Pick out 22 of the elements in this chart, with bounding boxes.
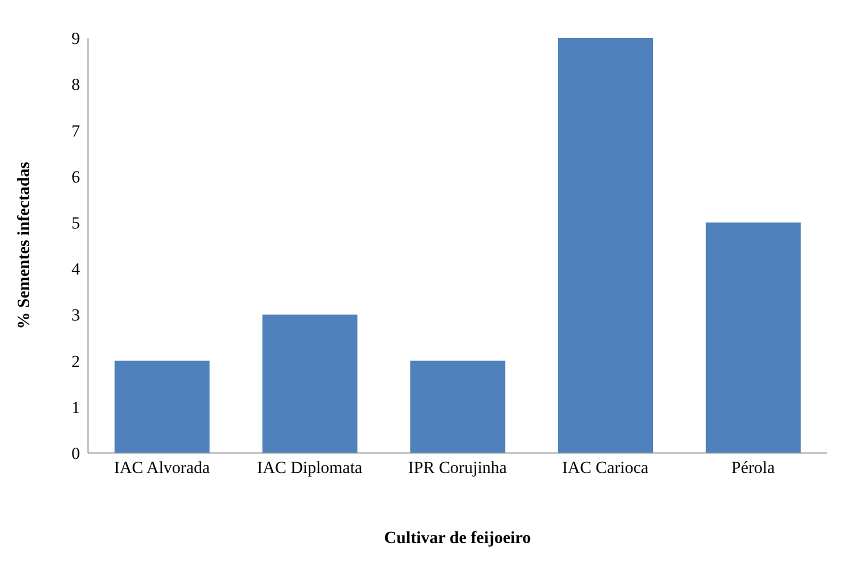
x-tick-label: Pérola <box>731 458 776 478</box>
bar <box>706 222 801 453</box>
x-axis-title: Cultivar de feijoeiro <box>384 528 531 547</box>
y-tick-label: 3 <box>72 306 80 325</box>
y-tick-label: 9 <box>72 29 80 48</box>
bar <box>262 314 358 453</box>
x-tick-label: IAC Alvorada <box>114 458 210 478</box>
y-tick-label: 8 <box>72 75 80 94</box>
y-tick-label: 0 <box>72 444 80 464</box>
y-tick-label: 1 <box>72 398 80 417</box>
x-tick-label: IAC Carioca <box>562 458 649 478</box>
bar <box>114 360 210 453</box>
bar <box>558 38 654 453</box>
y-tick-label: 5 <box>72 213 80 232</box>
bar <box>410 360 506 453</box>
y-tick-label: 6 <box>72 167 80 186</box>
x-tick-label: IPR Corujinha <box>408 458 508 478</box>
y-tick-label: 4 <box>72 260 80 279</box>
x-tick-label: IAC Diplomata <box>257 458 363 478</box>
y-tick-label: 2 <box>72 352 80 371</box>
y-axis-title: % Sementes infectadas <box>14 162 34 330</box>
y-tick-label: 7 <box>72 121 80 140</box>
